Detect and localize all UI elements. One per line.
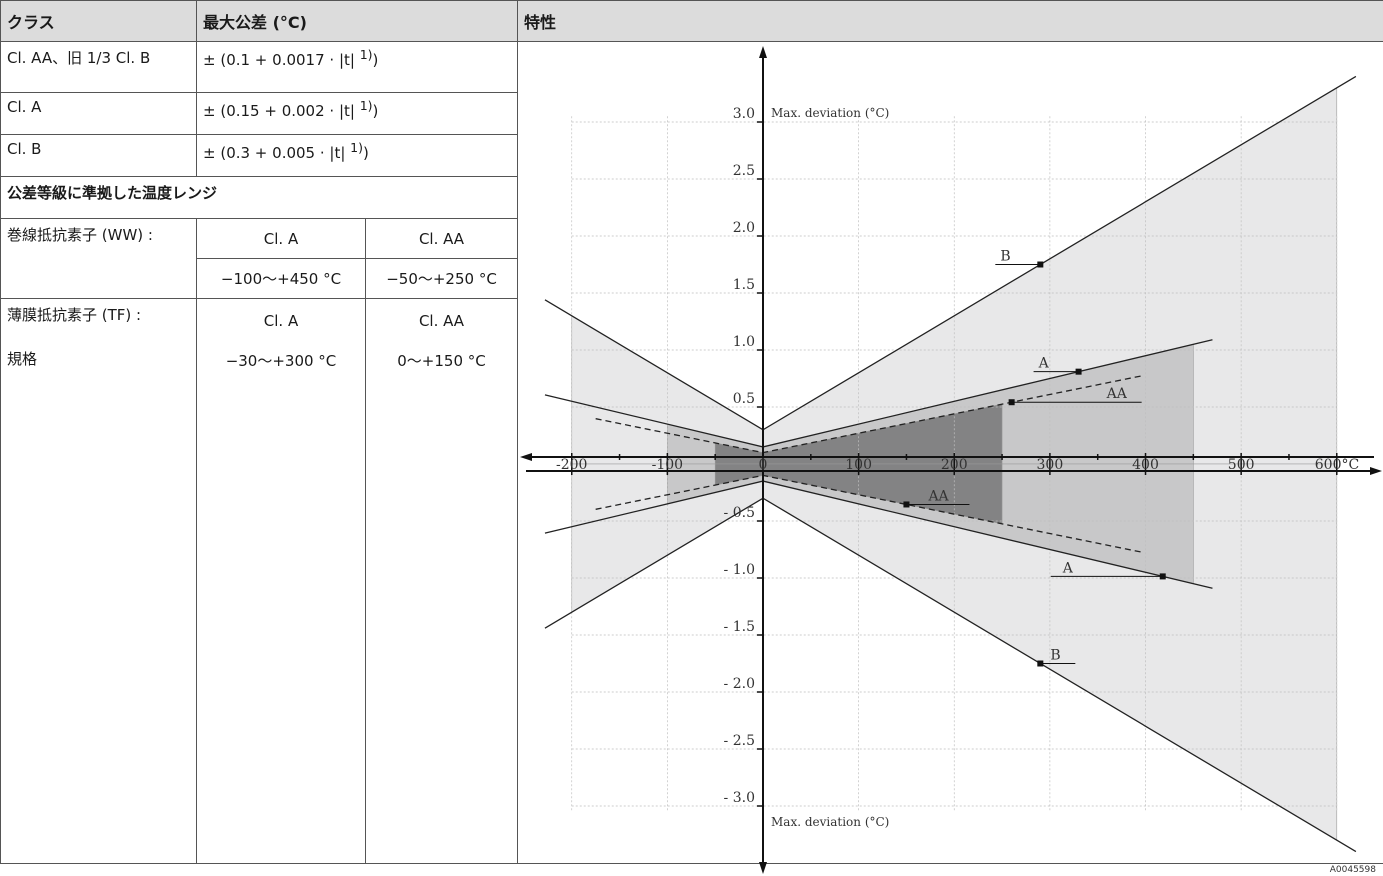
y-tick-label-neg-0: - 0.5 — [724, 505, 755, 521]
x-tick-label-8: 600°C — [1315, 457, 1359, 473]
chart-cell: -200 -100 0 100 200 300 400 500 600°C 0.5 - 0.5 1.0… — [517, 41, 1383, 875]
y-tick-label-pos-4: 2.5 — [733, 163, 755, 179]
row-tolerance-aa: ± (0.1 + 0.0017 · |t| 1)) — [195, 41, 519, 93]
row-tolerance-a: ± (0.15 + 0.002 · |t| 1)) — [195, 92, 519, 135]
y-tick-label-neg-4: - 2.5 — [724, 733, 755, 749]
x-tick-label-7: 500 — [1228, 457, 1255, 473]
y-tick-label-pos-5: 3.0 — [733, 106, 755, 122]
tf-std-label: 規格 — [0, 342, 197, 379]
label-b-pos: B — [1000, 249, 1010, 265]
range-heading: 公差等級に準拠した温度レンジ — [0, 176, 519, 219]
tf-empty-3 — [364, 378, 519, 864]
tf-empty-1 — [0, 378, 197, 864]
x-tick-label-2: 0 — [759, 457, 768, 473]
tolerance-chart: -200 -100 0 100 200 300 400 500 600°C 0.5 - 0.5 1.0… — [520, 46, 1383, 875]
ww-val2: −50〜+250 °C — [364, 258, 519, 299]
label-a-pos: A — [1038, 356, 1050, 372]
y-tick-label-pos-0: 0.5 — [733, 391, 755, 407]
tf-val1: −30〜+300 °C — [196, 342, 366, 379]
x-tick-label-4: 200 — [941, 457, 968, 473]
label-b-neg: B — [1050, 648, 1060, 664]
x-tick-label-1: -100 — [652, 457, 683, 473]
ww-label: 巻線抵抗素子 (WW) : — [0, 218, 197, 299]
y-tick-label-neg-1: - 1.0 — [724, 562, 755, 578]
row-tolerance-b: ± (0.3 + 0.005 · |t| 1)) — [195, 134, 519, 177]
tf-label: 薄膜抵抗素子 (TF) : — [0, 298, 197, 343]
x-axis-arrow-left — [520, 453, 533, 461]
row-class-aa: Cl. AA、旧 1/3 Cl. B — [0, 41, 197, 93]
row-class-b: Cl. B — [0, 134, 197, 177]
label-a-neg: A — [1062, 560, 1074, 576]
y-axis-caption-top: Max. deviation (°C) — [771, 106, 889, 120]
tf-col1: Cl. A — [196, 298, 366, 343]
y-axis-arrow-up — [759, 46, 768, 58]
y-axis-caption-bottom: Max. deviation (°C) — [771, 815, 889, 829]
spacer — [1, 863, 518, 864]
ww-col1: Cl. A — [196, 218, 366, 259]
y-tick-label-neg-5: - 3.0 — [724, 790, 755, 806]
x-axis-arrow-right — [1370, 467, 1383, 475]
y-tick-label-neg-3: - 2.0 — [724, 676, 755, 692]
header-class: クラス — [0, 0, 197, 42]
label-aa-neg: AA — [927, 488, 949, 504]
x-tick-label-6: 400 — [1132, 457, 1159, 473]
tf-col2: Cl. AA — [364, 298, 519, 343]
tf-empty-2 — [196, 378, 366, 864]
y-tick-label-neg-2: - 1.5 — [724, 619, 755, 635]
x-tick-label-3: 100 — [845, 457, 872, 473]
x-tick-label-0: -200 — [556, 457, 587, 473]
header-tolerance: 最大公差 (°C) — [195, 0, 519, 42]
y-tick-label-pos-3: 2.0 — [733, 220, 755, 236]
y-tick-label-pos-1: 1.0 — [733, 334, 755, 350]
figure-code: A0045598 — [1330, 865, 1377, 875]
row-class-a: Cl. A — [0, 92, 197, 135]
header-characteristics: 特性 — [517, 0, 1383, 42]
ww-col2: Cl. AA — [364, 218, 519, 259]
ww-val1: −100〜+450 °C — [196, 258, 366, 299]
label-aa-pos: AA — [1106, 386, 1128, 402]
y-tick-label-pos-2: 1.5 — [733, 277, 755, 293]
x-tick-label-5: 300 — [1037, 457, 1064, 473]
tf-val2: 0〜+150 °C — [364, 342, 519, 379]
